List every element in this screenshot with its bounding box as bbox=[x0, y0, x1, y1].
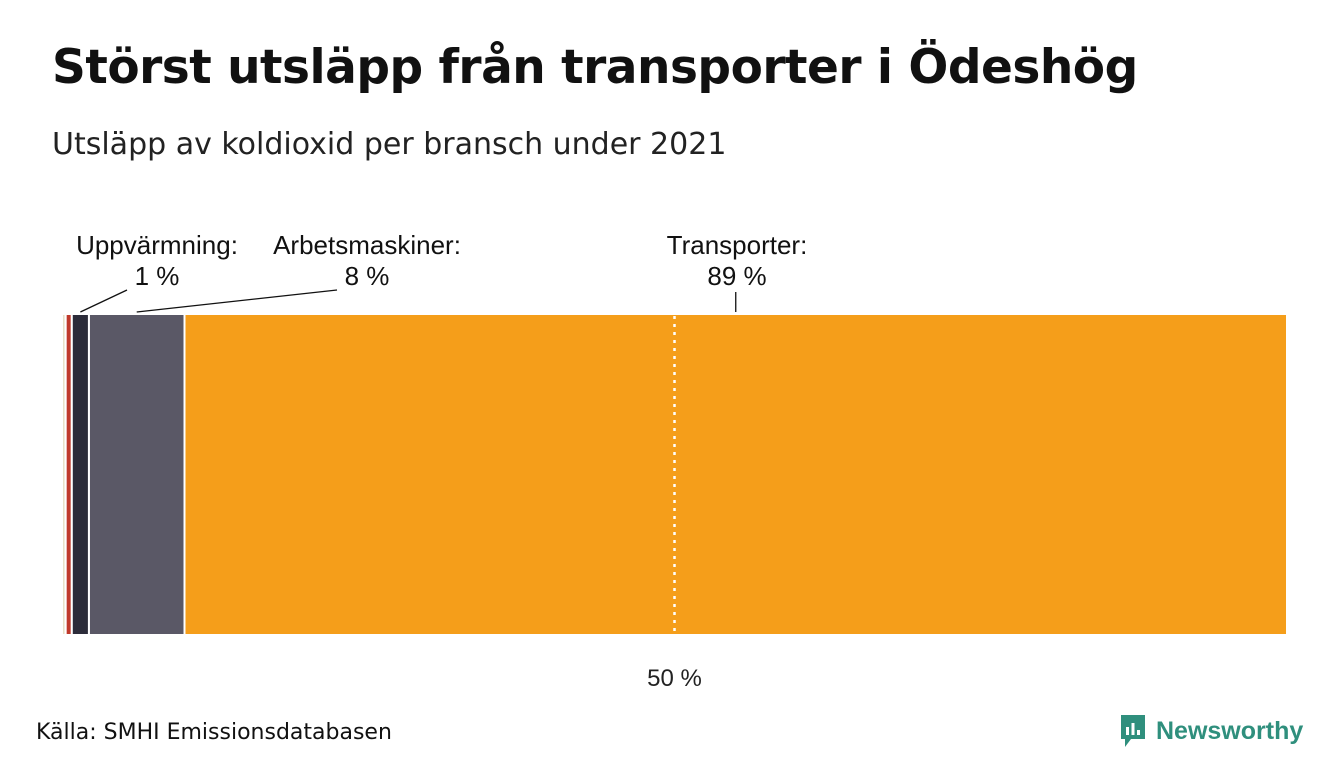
label-uppvarmning: Uppvärmning: bbox=[76, 230, 238, 260]
bar-segment-transporter bbox=[183, 313, 1288, 636]
chart-subtitle: Utsläpp av koldioxid per bransch under 2… bbox=[52, 127, 727, 162]
bar-segments bbox=[61, 313, 1288, 636]
leader-line-uppvarmning bbox=[80, 289, 128, 313]
chart-title: Störst utsläpp från transporter i Ödeshö… bbox=[52, 40, 1138, 95]
segment-labels: Uppvärmning:1 % Arbetsmaskiner:8 % Transpo… bbox=[76, 230, 808, 313]
brand-logo: Newsworthy bbox=[1118, 712, 1303, 750]
newsworthy-logo-icon bbox=[1121, 715, 1145, 747]
label-arbetsmaskiner: Arbetsmaskiner: bbox=[273, 230, 461, 260]
source-note: Källa: SMHI Emissionsdatabasen bbox=[36, 720, 392, 745]
label-transporter: Transporter: bbox=[667, 230, 808, 260]
bar-segment-uppvarmning bbox=[70, 313, 90, 636]
leader-line-arbetsmaskiner bbox=[136, 289, 338, 313]
brand-name: Newsworthy bbox=[1156, 716, 1304, 745]
bar-segment-arbetsmaskiner bbox=[87, 313, 186, 636]
reference-line-group: 50 % bbox=[647, 316, 702, 692]
value-label-transporter: 89 % bbox=[707, 261, 766, 291]
value-label-uppvarmning: 1 % bbox=[135, 261, 180, 291]
value-label-arbetsmaskiner: 8 % bbox=[345, 261, 390, 291]
reference-line-label: 50 % bbox=[647, 665, 702, 692]
